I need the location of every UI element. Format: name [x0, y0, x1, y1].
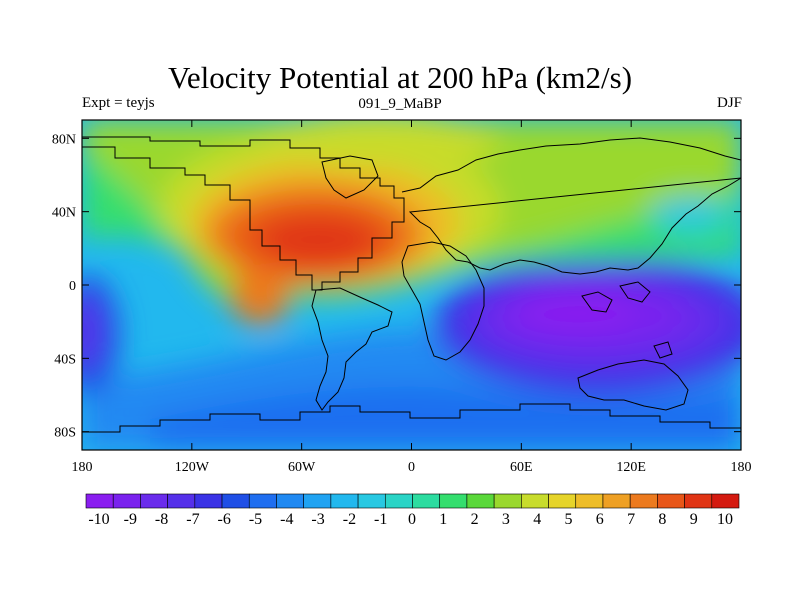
colorbar-swatch [466, 493, 495, 509]
x-tick-label: 60W [288, 460, 316, 475]
y-tick-label: 40S [54, 352, 76, 367]
colorbar-swatch [276, 493, 304, 509]
colorbar-swatch [384, 493, 413, 509]
colorbar-label: 2 [471, 511, 479, 528]
period-label: 091_9_MaBP [358, 96, 442, 112]
y-tick-label: 80N [52, 132, 76, 147]
colorbar-swatch [194, 493, 223, 509]
x-tick-label: 0 [408, 460, 415, 475]
colorbar-label: 1 [439, 511, 447, 528]
colorbar-label: -8 [155, 511, 168, 528]
colorbar-swatch [548, 493, 577, 509]
y-tick-label: 40N [52, 206, 76, 221]
colorbar-swatch [439, 493, 468, 509]
colorbar-swatch [303, 493, 332, 509]
colorbar-swatch [357, 493, 386, 509]
colorbar-label: -4 [280, 511, 293, 528]
colorbar-swatch [85, 493, 114, 509]
east-pacific-tongue [230, 265, 290, 325]
colorbar-label: -2 [343, 511, 356, 528]
x-axis: 180 120W 60W 0 60E 120E 180 [72, 120, 752, 475]
colorbar-swatch [575, 493, 604, 509]
north-pacific-cyan [650, 197, 730, 233]
colorbar-label: 4 [533, 511, 541, 528]
colorbar-swatch [629, 493, 658, 509]
contour-field [82, 120, 741, 450]
colorbar-label: -9 [124, 511, 137, 528]
colorbar-label: -5 [249, 511, 262, 528]
colorbar-label: 10 [717, 511, 733, 528]
africa-coast [401, 241, 485, 361]
indo-pacific-low-peak [517, 296, 633, 328]
australia-coast [577, 359, 689, 411]
colorbar-label: 7 [627, 511, 635, 528]
y-tick-label: 80S [54, 426, 76, 441]
x-tick-label: 120W [175, 460, 210, 475]
maritime-continent [581, 281, 673, 359]
season-label: DJF [716, 95, 742, 111]
y-tick-label: 0 [69, 279, 76, 294]
colorbar-swatch [684, 493, 713, 509]
colorbar-swatch [521, 493, 549, 509]
colorbar-label: 9 [690, 511, 698, 528]
colorbar-swatch [140, 493, 168, 509]
colorbar-label: 5 [565, 511, 573, 528]
colorbar-swatch [221, 493, 250, 509]
colorbar-swatch [711, 493, 740, 509]
greenland-coast [321, 155, 379, 199]
colorbar-swatch [602, 493, 631, 509]
x-tick-label: 60E [510, 460, 533, 475]
x-tick-label: 120E [616, 460, 646, 475]
atlantic-high-core [258, 216, 378, 264]
north-america-coast [82, 136, 405, 291]
colorbar-label: 3 [502, 511, 510, 528]
experiment-label: Expt = teyjs [82, 95, 155, 111]
colorbar-swatch [330, 493, 359, 509]
chart-title: Velocity Potential at 200 hPa (km2/s) [167, 60, 633, 95]
x-tick-label: 180 [731, 460, 752, 475]
colorbar-label: 6 [596, 511, 604, 528]
colorbar-label: 8 [658, 511, 666, 528]
colorbar-swatch [657, 493, 685, 509]
colorbar-swatch [112, 493, 141, 509]
colorbar-label: -7 [186, 511, 199, 528]
colorbar-label: -1 [374, 511, 387, 528]
colorbar: -10 -9 -8 -7 -6 -5 -4 -3 -2 -1 0 1 2 3 4 5 6 7 8 9 10 [85, 493, 740, 528]
colorbar-label: -3 [311, 511, 324, 528]
colorbar-label: -10 [88, 511, 109, 528]
colorbar-label: 0 [408, 511, 416, 528]
coastlines [82, 136, 741, 433]
x-tick-label: 180 [72, 460, 93, 475]
colorbar-swatch [167, 493, 196, 509]
colorbar-label: -6 [218, 511, 231, 528]
colorbar-swatch [248, 493, 277, 509]
colorbar-swatch [412, 493, 441, 509]
y-axis: 80N 40N 0 40S 80S [52, 132, 741, 441]
west-pacific-low-inner [82, 294, 102, 370]
antarctica-coast [82, 403, 741, 433]
colorbar-swatch [493, 493, 522, 509]
south-america-coast [311, 287, 393, 411]
